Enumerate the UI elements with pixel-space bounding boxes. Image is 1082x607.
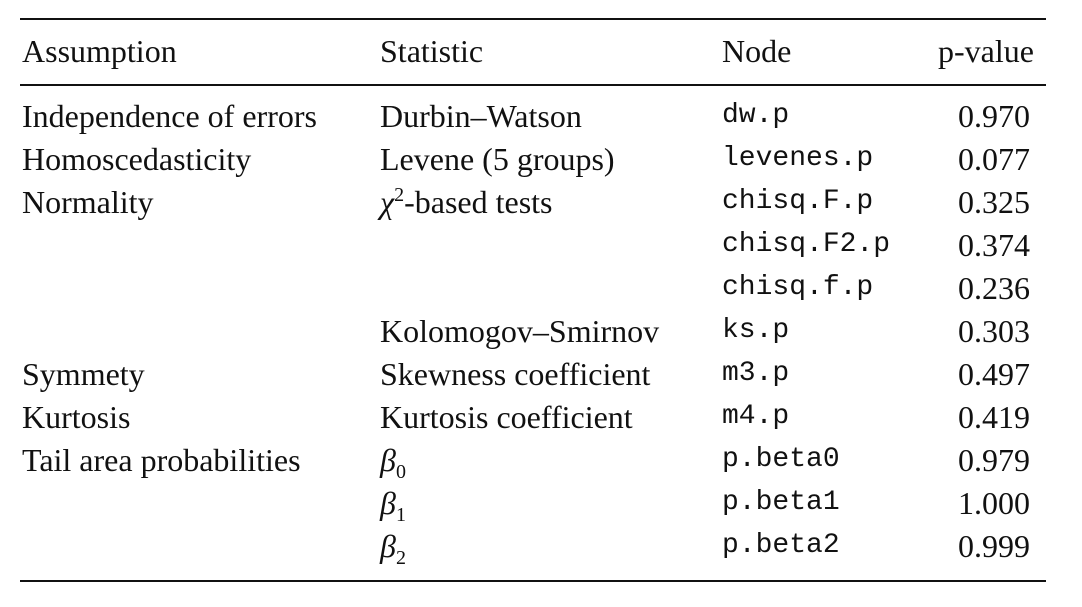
row-0-assumption: Independence of errors [22, 98, 317, 134]
chi-superscript: 2 [394, 184, 405, 206]
row-8-assumption: Tail area probabilities [22, 442, 301, 478]
row-1-statistic: Levene (5 groups) [380, 141, 615, 177]
row-7-statistic: Kurtosis coefficient [380, 399, 633, 435]
row-5-pvalue: 0.303 [958, 313, 1030, 349]
table-bottom-rule [20, 580, 1046, 582]
row-2-statistic: χ2-based tests [380, 182, 552, 222]
row-2-assumption: Normality [22, 184, 154, 220]
header-node: Node [722, 33, 792, 69]
row-5-statistic: Kolomogov–Smirnov [380, 313, 660, 349]
row-10-node: p.beta2 [722, 530, 840, 561]
row-3-pvalue: 0.374 [958, 227, 1030, 263]
row-0-statistic: Durbin–Watson [380, 98, 582, 134]
row-5-node: ks.p [722, 315, 790, 346]
row-10-statistic: β2 [380, 526, 406, 569]
row-10-pvalue: 0.999 [958, 528, 1030, 564]
beta-symbol: β [380, 442, 396, 478]
beta-symbol: β [380, 485, 396, 521]
row-9-pvalue: 1.000 [958, 485, 1030, 521]
table-top-rule [20, 18, 1046, 20]
header-assumption: Assumption [22, 33, 177, 69]
row-6-node: m3.p [722, 358, 790, 389]
beta-subscript: 2 [395, 547, 406, 569]
beta-subscript: 0 [395, 461, 406, 483]
row-7-node: m4.p [722, 401, 790, 432]
row-2-pvalue: 0.325 [958, 184, 1030, 220]
row-6-statistic: Skewness coefficient [380, 356, 651, 392]
header-statistic: Statistic [380, 33, 484, 69]
row-9-statistic: β1 [380, 483, 406, 526]
row-7-pvalue: 0.419 [958, 399, 1030, 435]
row-6-assumption: Symmety [22, 356, 145, 392]
row-7-assumption: Kurtosis [22, 399, 131, 435]
row-1-pvalue: 0.077 [958, 141, 1030, 177]
row-8-node: p.beta0 [722, 444, 840, 475]
beta-symbol: β [380, 528, 396, 564]
beta-subscript: 1 [395, 504, 406, 526]
header-pvalue: p-value [938, 33, 1034, 69]
row-8-pvalue: 0.979 [958, 442, 1030, 478]
row-9-node: p.beta1 [722, 487, 840, 518]
row-1-node: levenes.p [722, 143, 874, 174]
row-4-node: chisq.f.p [722, 272, 874, 303]
row-6-pvalue: 0.497 [958, 356, 1030, 392]
row-1-assumption: Homoscedasticity [22, 141, 252, 177]
chi-symbol: χ [380, 184, 395, 220]
row-0-pvalue: 0.970 [958, 98, 1030, 134]
header-rule [20, 84, 1046, 86]
row-8-statistic: β0 [380, 440, 406, 483]
chi-statistic-text: -based tests [404, 184, 553, 220]
row-3-node: chisq.F2.p [722, 229, 891, 260]
row-0-node: dw.p [722, 100, 790, 131]
row-4-pvalue: 0.236 [958, 270, 1030, 306]
row-2-node: chisq.F.p [722, 186, 874, 217]
